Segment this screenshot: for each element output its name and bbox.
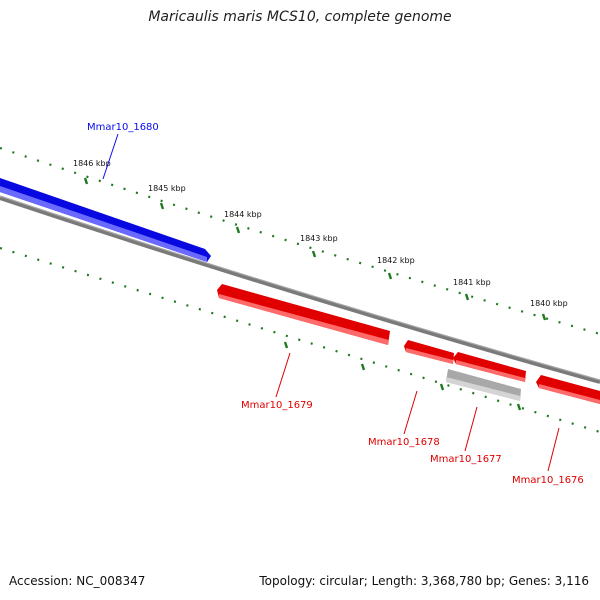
gene-feature-mmar10-1680[interactable] bbox=[0, 178, 211, 262]
inner-tick-ring bbox=[0, 246, 600, 434]
gene-label-mmar10-1679[interactable]: Mmar10_1679 bbox=[241, 400, 313, 411]
tick-label: 1844 kbp bbox=[224, 210, 262, 219]
tick-label: 1845 kbp bbox=[148, 184, 186, 193]
gene-label-mmar10-1677[interactable]: Mmar10_1677 bbox=[430, 454, 502, 465]
tick-label: 1843 kbp bbox=[300, 234, 338, 243]
label-leader-line bbox=[102, 133, 119, 180]
label-leader-line bbox=[275, 352, 291, 398]
label-leader-line bbox=[464, 406, 478, 452]
gene-feature-mmar10-1677[interactable] bbox=[453, 352, 526, 382]
label-leader-line bbox=[403, 390, 418, 435]
label-leader-line bbox=[547, 427, 560, 472]
other-feature[interactable] bbox=[446, 369, 521, 401]
gene-feature-mmar10-1676[interactable] bbox=[536, 375, 600, 404]
gene-label-mmar10-1680[interactable]: Mmar10_1680 bbox=[87, 122, 159, 133]
gene-feature-mmar10-1679[interactable] bbox=[217, 284, 390, 345]
tick-label: 1842 kbp bbox=[377, 256, 415, 265]
genome-backbone bbox=[0, 196, 600, 384]
tick-label: 1846 kbp bbox=[73, 159, 111, 168]
tick-label: 1840 kbp bbox=[530, 299, 568, 308]
map-title: Maricaulis maris MCS10, complete genome bbox=[148, 9, 452, 25]
gene-label-mmar10-1678[interactable]: Mmar10_1678 bbox=[368, 437, 440, 448]
tick-label: 1841 kbp bbox=[453, 278, 491, 287]
gene-feature-mmar10-1678[interactable] bbox=[404, 340, 454, 364]
gene-label-mmar10-1676[interactable]: Mmar10_1676 bbox=[512, 475, 584, 486]
accession-text: Accession: NC_008347 bbox=[9, 574, 146, 588]
major-ticks bbox=[83, 177, 547, 411]
genome-summary-text: Topology: circular; Length: 3,368,780 bp… bbox=[259, 574, 589, 588]
